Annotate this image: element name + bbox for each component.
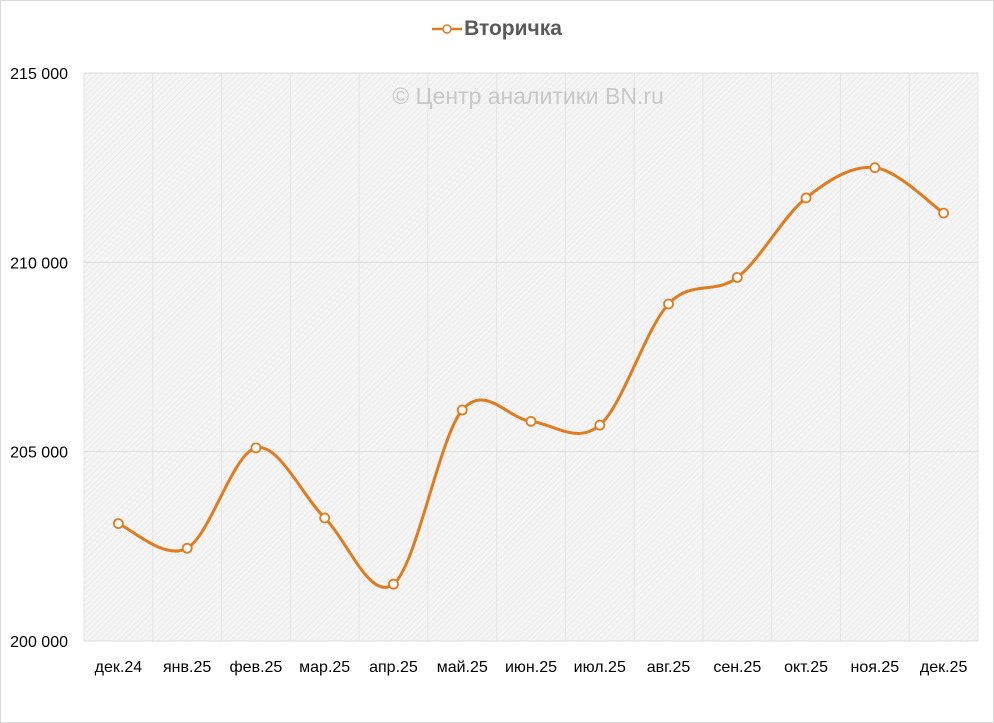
- x-tick-label: июл.25: [574, 659, 626, 676]
- y-tick-label: 200 000: [10, 634, 68, 651]
- x-tick-label: сен.25: [713, 659, 761, 676]
- data-point: [250, 442, 262, 454]
- y-tick-label: 205 000: [10, 445, 68, 462]
- x-tick-label: ноя.25: [851, 659, 900, 676]
- plot-area: [84, 73, 978, 641]
- x-tick-label: дек.25: [920, 659, 968, 676]
- data-point: [938, 207, 950, 219]
- data-point: [525, 415, 537, 427]
- legend-line-marker: [432, 24, 463, 34]
- data-point: [869, 162, 881, 174]
- x-tick-label: янв.25: [163, 659, 211, 676]
- y-tick-label: 215 000: [10, 66, 68, 83]
- x-tick-label: апр.25: [369, 659, 418, 676]
- data-point: [594, 419, 606, 431]
- x-axis: дек.24 янв.25 фев.25 мар.25 апр.25 май.25 июн.…: [95, 659, 968, 676]
- x-tick-label: фев.25: [230, 659, 283, 676]
- x-tick-label: авг.25: [647, 659, 691, 676]
- data-point: [319, 512, 331, 524]
- x-tick-label: май.25: [437, 659, 488, 676]
- x-tick-label: июн.25: [505, 659, 557, 676]
- data-point: [112, 518, 124, 530]
- legend-label: Вторичка: [464, 17, 562, 40]
- data-point: [663, 298, 674, 310]
- y-axis: 200 000 205 000 210 000 215 000: [10, 66, 68, 651]
- x-tick-label: окт.25: [784, 659, 828, 676]
- data-point: [731, 272, 743, 283]
- data-points: [112, 162, 950, 590]
- gridlines: [83, 72, 979, 642]
- watermark: © Центр аналитики BN.ru: [392, 83, 664, 109]
- data-point: [800, 192, 812, 204]
- y-tick-label: 210 000: [10, 255, 68, 272]
- x-tick-label: мар.25: [299, 659, 350, 676]
- x-tick-label: дек.24: [95, 659, 143, 676]
- data-point: [181, 542, 193, 554]
- data-point: [388, 578, 399, 590]
- legend: Вторичка: [0, 14, 994, 44]
- data-point: [456, 404, 468, 416]
